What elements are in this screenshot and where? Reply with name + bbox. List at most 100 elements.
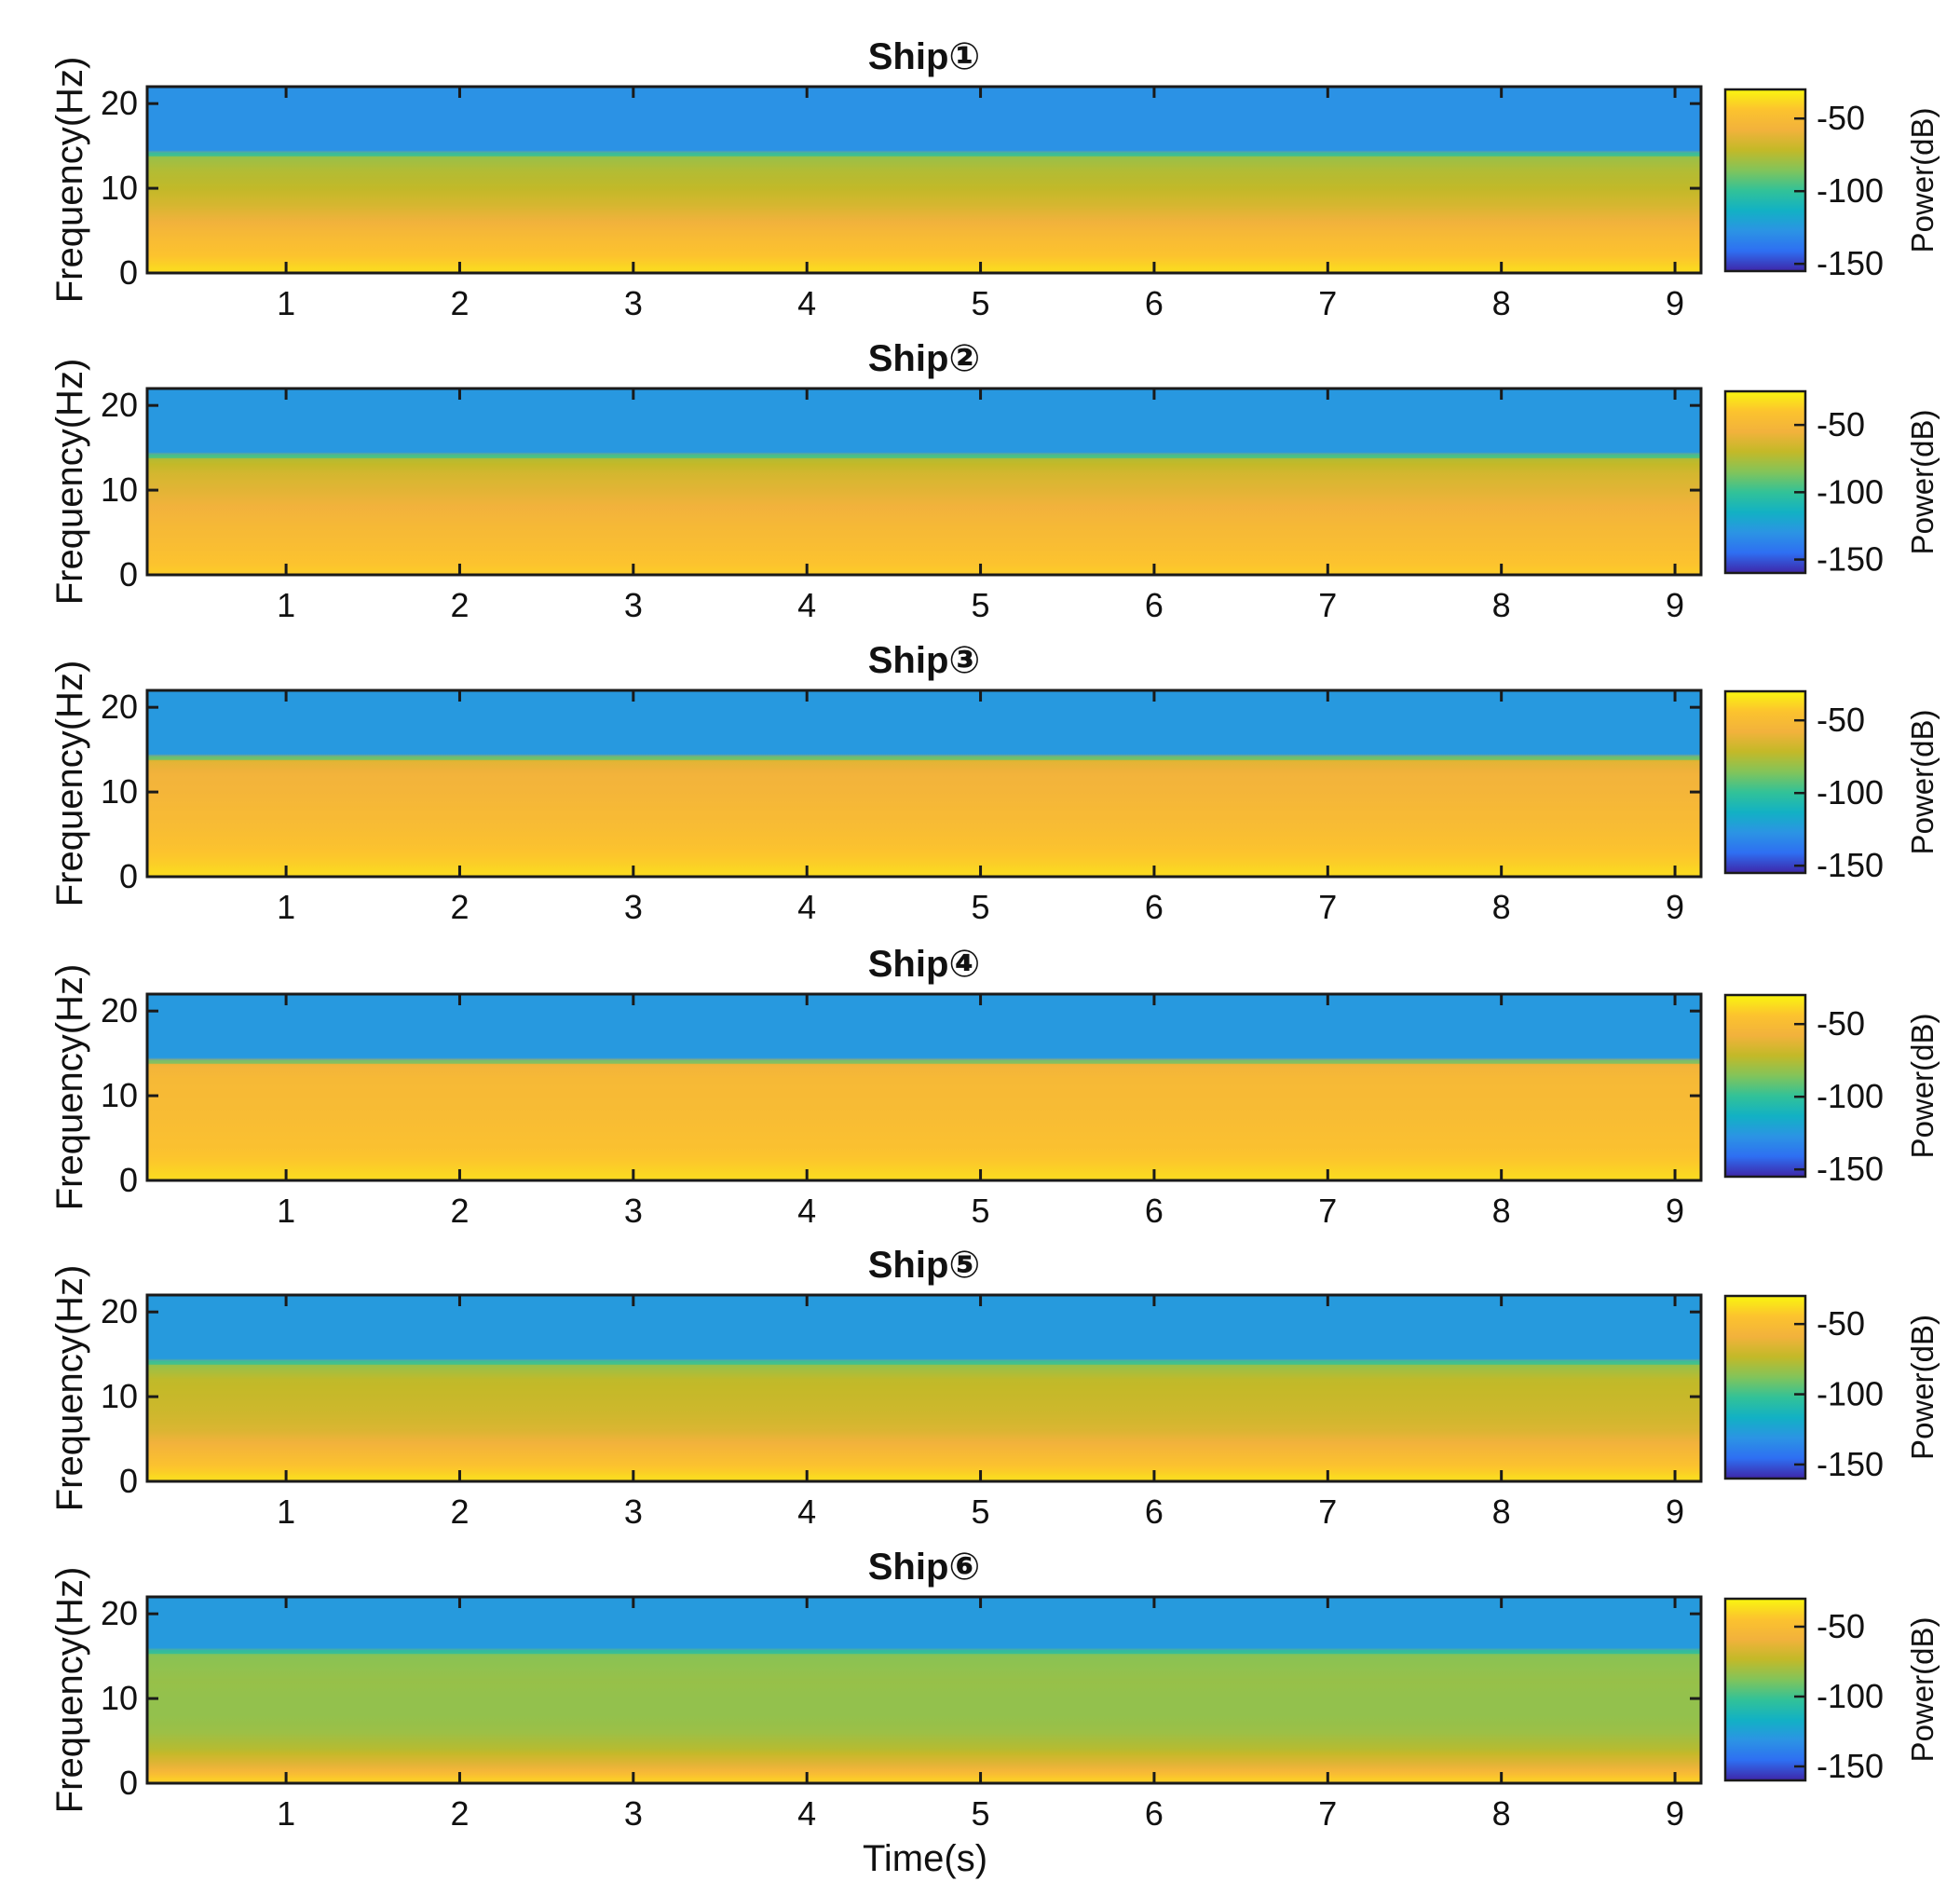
- x-tick-label: 2: [450, 284, 469, 322]
- colorbar-tick-label: -50: [1817, 1304, 1865, 1343]
- x-tick-label: 3: [624, 586, 643, 624]
- axes-frame: [145, 1595, 1703, 1785]
- x-tick-label: 1: [277, 1493, 295, 1531]
- y-axis-label: Frequency(Hz): [49, 661, 90, 907]
- x-tick-label: 3: [624, 1192, 643, 1230]
- colorbar-tick-label: -50: [1817, 1607, 1865, 1645]
- colorbar-tick-label: -150: [1817, 1445, 1884, 1483]
- spectrogram-image: [147, 1597, 1701, 1783]
- cutoff-band-edge: [147, 756, 1701, 760]
- axes-frame: [145, 1293, 1703, 1483]
- x-tick-label: 3: [624, 1794, 643, 1833]
- x-tick-label: 4: [797, 1794, 816, 1833]
- y-tick-label: 10: [101, 169, 138, 207]
- y-axis-label: Frequency(Hz): [49, 1265, 90, 1512]
- y-tick-label: 0: [119, 1462, 138, 1500]
- y-tick-label: 10: [101, 470, 138, 509]
- x-tick-label: 5: [972, 586, 990, 624]
- colorbar: -50 -100 -150 Power(dB): [1723, 88, 1940, 282]
- x-tick-label: 1: [277, 1794, 295, 1833]
- panel-title: Ship③: [868, 640, 981, 681]
- y-tick-label: 10: [101, 1679, 138, 1717]
- x-tick-label: 6: [1145, 586, 1164, 624]
- y-tick-label: 20: [101, 84, 138, 122]
- x-tick-label: 4: [797, 1493, 816, 1531]
- y-axis-label: Frequency(Hz): [49, 1567, 90, 1814]
- colorbar-tick-label: -50: [1817, 405, 1865, 443]
- colorbar-label: Power(dB): [1905, 410, 1940, 555]
- x-tick-label: 7: [1318, 1493, 1337, 1531]
- y-tick-label: 20: [101, 991, 138, 1029]
- y-tick-label: 10: [101, 1076, 138, 1114]
- colorbar-tick-label: -100: [1817, 472, 1884, 511]
- x-tick-label: 2: [450, 888, 469, 926]
- colorbar-scale: [1723, 1597, 1807, 1782]
- y-tick-label: 0: [119, 1161, 138, 1199]
- colorbar: -50 -100 -150 Power(dB): [1723, 689, 1940, 884]
- x-tick-label: 3: [624, 1493, 643, 1531]
- x-tick-label: 4: [797, 284, 816, 322]
- x-tick-label: 9: [1666, 1794, 1684, 1833]
- y-tick-label: 0: [119, 253, 138, 292]
- panel-title: Ship⑤: [868, 1245, 981, 1286]
- y-axis-label: Frequency(Hz): [49, 359, 90, 606]
- y-tick-label: 20: [101, 386, 138, 424]
- x-tick-label: 8: [1492, 1493, 1511, 1531]
- x-tick-label: 5: [972, 1493, 990, 1531]
- y-tick-label: 20: [101, 1594, 138, 1632]
- x-tick-label: 4: [797, 586, 816, 624]
- x-tick-label: 9: [1666, 1192, 1684, 1230]
- colorbar-scale: [1723, 88, 1807, 273]
- colorbar-tick-label: -100: [1817, 1375, 1884, 1413]
- x-tick-label: 1: [277, 284, 295, 322]
- colorbar: -50 -100 -150 Power(dB): [1723, 993, 1940, 1188]
- x-tick-label: 9: [1666, 888, 1684, 926]
- x-tick-label: 3: [624, 888, 643, 926]
- colorbar-label: Power(dB): [1905, 1617, 1940, 1763]
- x-tick-label: 6: [1145, 284, 1164, 322]
- colorbar-tick-label: -100: [1817, 773, 1884, 811]
- x-tick-label: 2: [450, 586, 469, 624]
- x-tick-label: 8: [1492, 1794, 1511, 1833]
- x-tick-label: 2: [450, 1493, 469, 1531]
- x-tick-label: 8: [1492, 888, 1511, 926]
- cutoff-band-edge: [147, 1650, 1701, 1655]
- y-axis-label: Frequency(Hz): [49, 964, 90, 1211]
- x-tick-label: 8: [1492, 586, 1511, 624]
- cutoff-band-edge: [147, 454, 1701, 458]
- colorbar-scale: [1723, 1294, 1807, 1480]
- x-tick-label: 1: [277, 1192, 295, 1230]
- y-tick-label: 20: [101, 1292, 138, 1330]
- x-tick-label: 6: [1145, 1794, 1164, 1833]
- y-tick-label: 0: [119, 555, 138, 593]
- colorbar-tick-label: -50: [1817, 701, 1865, 739]
- colorbar-tick-label: -150: [1817, 540, 1884, 579]
- x-tick-label: 8: [1492, 284, 1511, 322]
- colorbar-tick-label: -150: [1817, 1747, 1884, 1785]
- x-tick-label: 1: [277, 888, 295, 926]
- panel-title: Ship②: [868, 338, 981, 379]
- x-tick-label: 9: [1666, 1493, 1684, 1531]
- x-axis-label: Time(s): [863, 1838, 987, 1879]
- spectrogram-image: [147, 389, 1701, 575]
- axes-frame: [145, 387, 1703, 577]
- cutoff-band-edge: [147, 1360, 1701, 1365]
- colorbar-label: Power(dB): [1905, 710, 1940, 855]
- axes-frame: [145, 688, 1703, 879]
- cutoff-band-edge: [147, 1059, 1701, 1064]
- x-tick-label: 7: [1318, 1192, 1337, 1230]
- x-tick-label: 2: [450, 1192, 469, 1230]
- colorbar-tick-label: -100: [1817, 1677, 1884, 1715]
- x-tick-label: 5: [972, 284, 990, 322]
- y-tick-label: 0: [119, 1764, 138, 1802]
- axes-frame: [145, 85, 1703, 275]
- x-tick-label: 4: [797, 888, 816, 926]
- y-tick-label: 10: [101, 1377, 138, 1415]
- colorbar-tick-label: -150: [1817, 846, 1884, 884]
- colorbar: -50 -100 -150 Power(dB): [1723, 389, 1940, 579]
- colorbar-label: Power(dB): [1905, 1315, 1940, 1460]
